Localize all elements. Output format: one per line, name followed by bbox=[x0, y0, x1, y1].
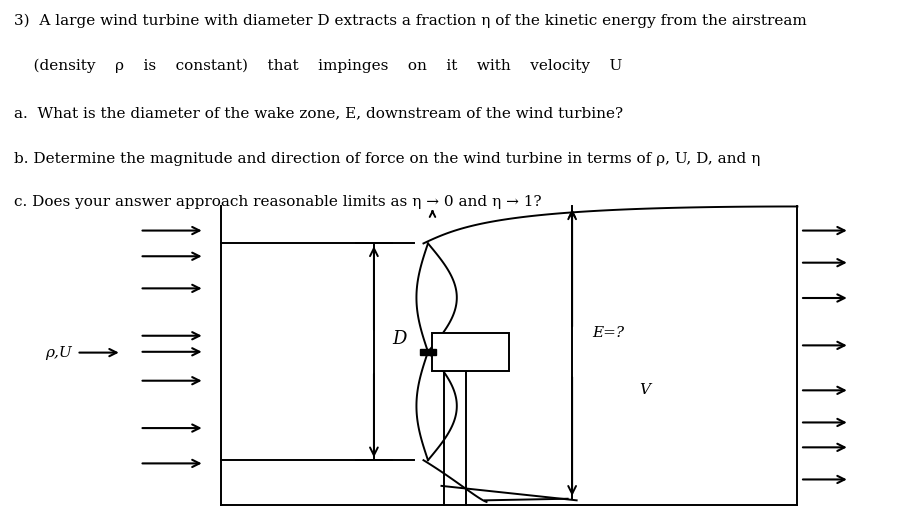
Text: c. Does your answer approach reasonable limits as η → 0 and η → 1?: c. Does your answer approach reasonable … bbox=[14, 195, 542, 209]
Bar bbox=[432, 333, 509, 371]
Text: E=?: E=? bbox=[592, 325, 624, 339]
Bar bbox=[420, 349, 436, 355]
Text: D: D bbox=[392, 330, 406, 348]
Text: ρ,U: ρ,U bbox=[45, 346, 72, 359]
Text: (density    ρ    is    constant)    that    impinges    on    it    with    velo: (density ρ is constant) that impinges on… bbox=[14, 59, 622, 74]
Text: a.  What is the diameter of the wake zone, E, downstream of the wind turbine?: a. What is the diameter of the wake zone… bbox=[14, 106, 623, 120]
Text: 3)  A large wind turbine with diameter D extracts a fraction η of the kinetic en: 3) A large wind turbine with diameter D … bbox=[14, 14, 806, 28]
Text: b. Determine the magnitude and direction of force on the wind turbine in terms o: b. Determine the magnitude and direction… bbox=[14, 152, 760, 166]
Text: V: V bbox=[640, 383, 651, 397]
